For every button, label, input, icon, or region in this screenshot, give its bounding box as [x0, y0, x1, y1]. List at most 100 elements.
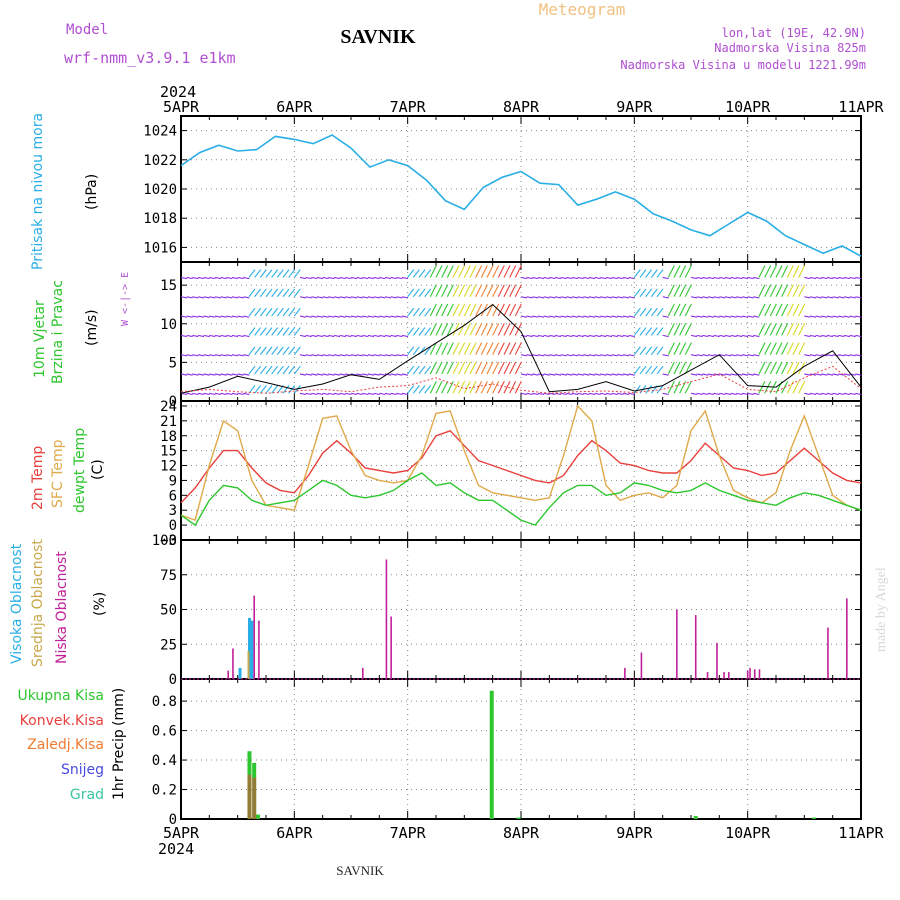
- wind-barb: [492, 323, 500, 336]
- wind-barb: [792, 265, 800, 278]
- wind-barb: [753, 296, 760, 299]
- wind-barb: [463, 284, 471, 297]
- wind-barb: [259, 269, 267, 278]
- cloud-low-bar: [232, 648, 234, 679]
- wind-barb: [532, 276, 539, 280]
- wind-barb: [509, 381, 517, 394]
- wind-barb: [769, 284, 777, 297]
- wind-barb: [526, 334, 533, 338]
- wind-barb: [741, 276, 749, 280]
- wind-barb: [231, 334, 239, 338]
- wind-barb: [798, 265, 806, 278]
- wind-barb: [594, 315, 601, 318]
- wind-barb: [786, 361, 794, 375]
- wind-barb: [543, 296, 550, 299]
- wind-barb: [520, 296, 528, 299]
- wind-barb: [645, 269, 653, 278]
- wind-barb: [753, 373, 760, 376]
- precip-unit: (mm): [111, 688, 127, 726]
- y-tick-label: 24: [160, 399, 177, 415]
- wind-barb: [792, 323, 800, 336]
- wind-barb: [186, 373, 193, 376]
- cloud-low-bar: [640, 652, 643, 679]
- wind-barb: [594, 373, 601, 376]
- wind-barb: [475, 265, 483, 278]
- wind-barb: [254, 307, 262, 317]
- wind-compass: W <-|-> E: [120, 272, 131, 326]
- wind-barb: [362, 354, 369, 357]
- wind-barb: [328, 354, 335, 357]
- wind-barb: [560, 354, 567, 357]
- wind-barb: [345, 276, 352, 280]
- wind-barb: [821, 334, 828, 338]
- wind-barb: [600, 354, 607, 357]
- wind-barb: [758, 361, 766, 375]
- wind-barb: [826, 276, 834, 280]
- wind-barb: [736, 392, 743, 396]
- wind-barb: [514, 342, 522, 355]
- wind-barb: [254, 365, 262, 375]
- wind-barb: [622, 354, 630, 357]
- wind-barb: [804, 373, 811, 376]
- cloud-low-bar: [385, 559, 388, 679]
- wind-barb: [384, 392, 392, 396]
- wind-barb: [617, 334, 624, 338]
- wind-barb: [390, 334, 397, 338]
- wind-barb: [197, 354, 205, 357]
- wind-barb: [509, 342, 517, 355]
- wind-barb: [362, 296, 369, 299]
- wind-barb: [367, 354, 375, 357]
- cloud-low-bar: [694, 615, 697, 679]
- cloud-low-bar: [746, 670, 749, 679]
- wind-barb: [475, 361, 483, 375]
- wind-barb: [328, 334, 335, 338]
- wind-barb: [605, 315, 613, 318]
- wind-barb: [446, 303, 454, 317]
- wind-barb: [679, 265, 687, 278]
- wind-barb: [622, 315, 630, 318]
- wind-barb: [684, 323, 692, 336]
- wind-barb: [724, 334, 732, 338]
- cloud-low-bar: [676, 609, 678, 679]
- wind-barb: [305, 315, 312, 318]
- wind-barb: [650, 269, 658, 278]
- wind-barb: [690, 334, 698, 338]
- wind-barb: [237, 373, 244, 376]
- wind-barb: [259, 327, 267, 336]
- wind-barb: [809, 276, 817, 280]
- wind-barb: [231, 373, 239, 376]
- wind-barb: [713, 373, 720, 376]
- wind-barb: [577, 334, 584, 338]
- wind-barb: [696, 315, 703, 318]
- cloud-low-bar: [362, 667, 364, 679]
- wind-barb: [809, 392, 817, 396]
- wind-barb: [446, 342, 454, 355]
- wind-barb: [605, 296, 613, 299]
- wind-barb: [293, 327, 301, 336]
- wind-barb: [441, 284, 449, 297]
- wind-barb: [775, 361, 783, 375]
- wind-barb: [418, 307, 426, 317]
- cloud-low-bar: [846, 598, 848, 679]
- wind-barb: [339, 373, 346, 376]
- wind-barb: [492, 284, 500, 297]
- wind-barb: [475, 342, 483, 355]
- wind-barb: [197, 392, 205, 396]
- wind-barb: [611, 315, 618, 318]
- wind-barb: [656, 365, 664, 375]
- wind-barb: [611, 373, 618, 376]
- wind-barb: [838, 334, 845, 338]
- wind-barb: [509, 361, 517, 375]
- wind-barb: [458, 265, 466, 278]
- wind-barb: [475, 323, 483, 336]
- credit-text: made by Angel: [874, 567, 889, 652]
- wind-barb: [333, 315, 341, 318]
- wind-barb: [180, 276, 188, 280]
- wind-barb: [673, 361, 681, 375]
- wind-barb: [617, 373, 624, 376]
- temp-dewpt-line: [180, 472, 862, 527]
- wind-barb: [339, 296, 346, 299]
- y-tick-label: 0: [169, 672, 177, 688]
- wind-barb: [452, 323, 460, 336]
- wind-barb: [373, 392, 380, 396]
